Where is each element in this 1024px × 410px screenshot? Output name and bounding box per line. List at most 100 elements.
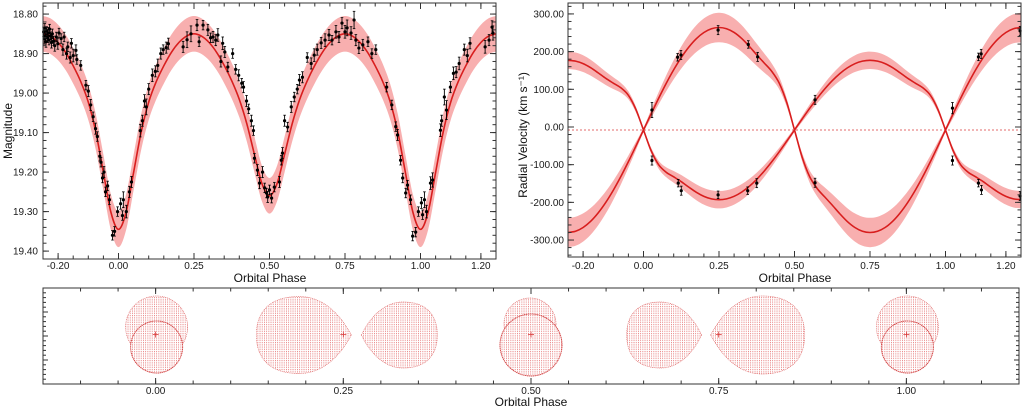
x-tick-label: 0.75 bbox=[335, 261, 355, 272]
data-point bbox=[398, 155, 403, 166]
data-point bbox=[221, 36, 225, 51]
data-marker bbox=[272, 185, 276, 189]
data-marker bbox=[201, 23, 205, 27]
data-marker bbox=[266, 195, 270, 199]
model-confidence-band bbox=[43, 16, 496, 248]
data-marker bbox=[221, 41, 225, 45]
data-marker bbox=[395, 133, 400, 137]
data-marker bbox=[428, 181, 433, 185]
data-marker bbox=[283, 119, 287, 123]
data-point bbox=[483, 40, 487, 54]
center-of-mass-marker bbox=[903, 331, 910, 338]
data-point bbox=[166, 37, 170, 50]
data-point bbox=[405, 179, 410, 191]
data-point bbox=[159, 47, 163, 60]
data-point bbox=[107, 194, 112, 205]
data-point bbox=[71, 48, 75, 63]
data-point bbox=[419, 196, 424, 209]
data-marker bbox=[679, 53, 683, 57]
data-marker bbox=[438, 128, 443, 132]
x-tick-label: -0.20 bbox=[572, 261, 595, 272]
data-marker bbox=[100, 176, 105, 180]
data-point bbox=[979, 48, 983, 59]
star-surface-mesh bbox=[880, 320, 934, 374]
data-marker bbox=[66, 45, 70, 49]
data-point bbox=[385, 82, 389, 93]
data-marker bbox=[408, 198, 413, 202]
data-point bbox=[716, 25, 720, 36]
data-marker bbox=[345, 26, 349, 30]
data-point bbox=[66, 41, 70, 52]
data-point bbox=[95, 131, 99, 142]
data-marker bbox=[679, 189, 683, 193]
data-marker bbox=[746, 189, 750, 193]
center-of-mass-marker bbox=[152, 331, 159, 338]
data-marker bbox=[255, 168, 260, 172]
data-marker bbox=[746, 42, 750, 47]
data-point bbox=[370, 48, 374, 59]
data-point bbox=[53, 39, 57, 52]
data-point bbox=[120, 210, 125, 221]
data-marker bbox=[343, 30, 347, 34]
data-point bbox=[422, 191, 427, 209]
data-point bbox=[237, 69, 241, 82]
data-point bbox=[343, 25, 347, 39]
data-marker bbox=[279, 158, 283, 162]
y-tick-label: -200.00 bbox=[530, 198, 564, 209]
x-tick-label: 0.00 bbox=[634, 261, 654, 272]
data-point bbox=[416, 206, 420, 217]
data-marker bbox=[53, 44, 57, 48]
data-marker bbox=[231, 51, 235, 56]
data-point bbox=[411, 230, 415, 242]
data-marker bbox=[142, 99, 147, 103]
data-point bbox=[650, 155, 654, 166]
data-point bbox=[211, 31, 215, 43]
data-point bbox=[424, 204, 429, 219]
data-point bbox=[421, 209, 425, 220]
data-marker bbox=[50, 32, 54, 36]
data-marker bbox=[241, 85, 246, 89]
data-point bbox=[272, 181, 276, 193]
data-point bbox=[267, 184, 272, 196]
data-point bbox=[950, 155, 955, 166]
data-marker bbox=[156, 63, 160, 68]
y-tick-label: 300.00 bbox=[533, 9, 564, 20]
x-tick-label: 0.50 bbox=[785, 261, 805, 272]
data-marker bbox=[62, 35, 66, 39]
data-marker bbox=[244, 99, 249, 103]
data-point bbox=[650, 102, 654, 118]
data-point bbox=[150, 68, 154, 83]
data-point bbox=[214, 34, 218, 47]
data-marker bbox=[267, 188, 272, 192]
data-marker bbox=[260, 170, 265, 174]
y-tick-label: 19.30 bbox=[13, 207, 38, 218]
data-marker bbox=[150, 73, 154, 77]
data-marker bbox=[263, 186, 267, 190]
x-tick-label: 0.25 bbox=[709, 261, 729, 272]
light-curve-panel: -0.20 0.00 0.25 0.50 0.75 1.00 1.20 18.80 18.90 1… bbox=[13, 2, 497, 272]
data-point bbox=[319, 36, 323, 49]
data-marker bbox=[57, 31, 61, 35]
center-of-mass-marker bbox=[528, 331, 534, 338]
data-point bbox=[99, 157, 103, 168]
data-point bbox=[223, 46, 227, 58]
data-marker bbox=[79, 63, 83, 68]
data-marker bbox=[277, 180, 282, 184]
star-component bbox=[880, 320, 934, 374]
star-component bbox=[255, 296, 352, 374]
data-marker bbox=[430, 178, 435, 182]
x-tick-label: 0.00 bbox=[146, 386, 166, 397]
data-point bbox=[366, 36, 370, 47]
data-point bbox=[59, 33, 63, 44]
data-marker bbox=[48, 27, 52, 31]
data-point bbox=[976, 178, 981, 188]
data-point bbox=[86, 85, 90, 98]
data-marker bbox=[950, 106, 955, 110]
star-component bbox=[130, 320, 184, 374]
data-point bbox=[219, 55, 223, 68]
data-marker bbox=[93, 127, 98, 131]
data-marker bbox=[813, 181, 817, 185]
data-marker bbox=[166, 42, 170, 46]
data-point bbox=[448, 81, 452, 94]
star-surface-mesh bbox=[710, 295, 806, 375]
